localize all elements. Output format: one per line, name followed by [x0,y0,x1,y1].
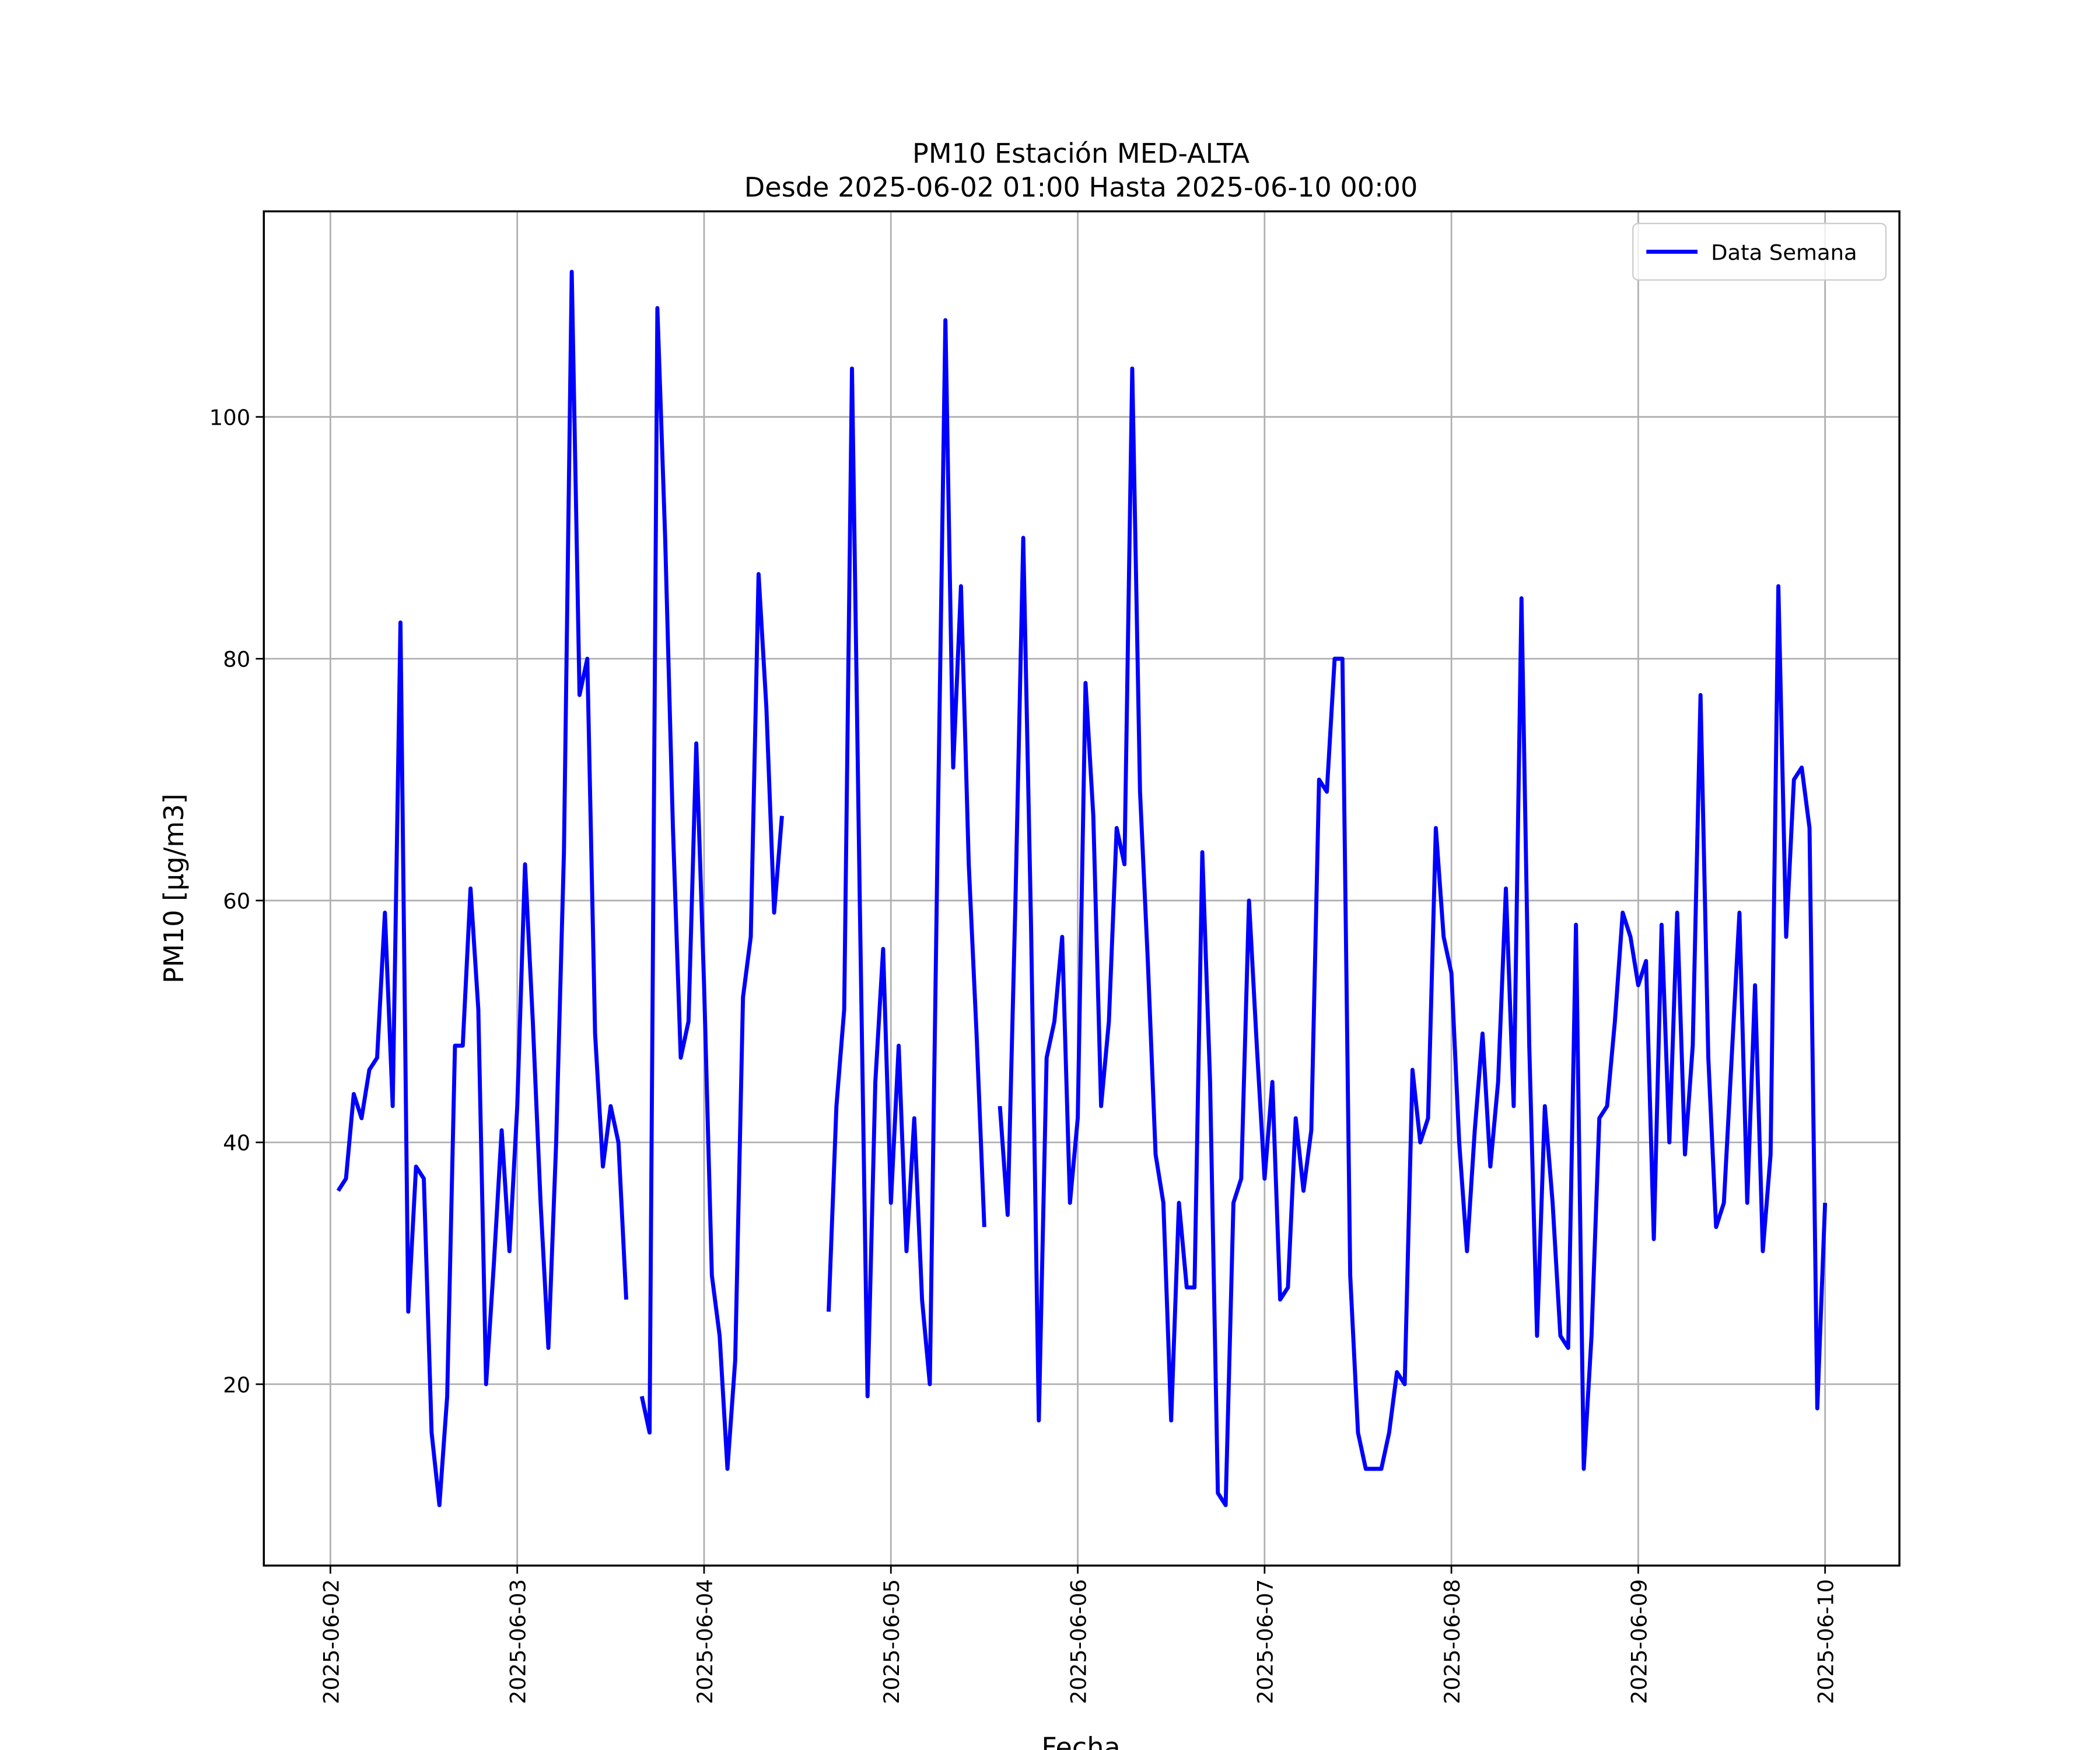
x-tick-label: 2025-06-03 [506,1579,531,1704]
data-line [336,270,1828,1507]
plot-frame [262,210,1901,1567]
x-tick-label: 2025-06-09 [1626,1579,1651,1704]
x-tick-label: 2025-06-07 [1253,1579,1278,1704]
x-tick-label: 2025-06-08 [1440,1579,1465,1704]
x-tick-label: 2025-06-04 [692,1579,718,1704]
x-axis-label: Fecha [1041,1732,1120,1750]
y-tick-label: 80 [223,647,250,672]
x-tick-label: 2025-06-02 [318,1579,344,1704]
legend-label: Data Semana [1711,240,1857,265]
x-tick-label: 2025-06-10 [1814,1579,1839,1704]
y-axis-label: PM10 [μg/m3] [158,793,190,984]
x-tick-label: 2025-06-06 [1066,1579,1091,1704]
y-tick-label: 100 [209,405,250,430]
legend-box [1632,222,1887,281]
chart-title: PM10 Estación MED-ALTA [912,138,1250,169]
y-tick-label: 60 [223,889,250,914]
chart-subtitle: Desde 2025-06-02 01:00 Hasta 2025-06-10 … [744,172,1418,203]
x-tick-label: 2025-06-05 [879,1579,904,1704]
y-tick-label: 20 [223,1373,250,1398]
y-tick-label: 40 [223,1130,250,1156]
